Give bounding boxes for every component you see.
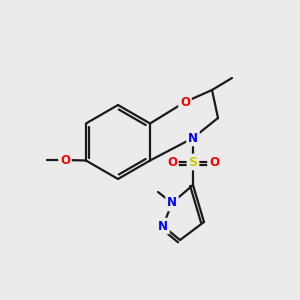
Text: O: O: [180, 95, 190, 109]
Text: O: O: [209, 155, 219, 169]
Text: N: N: [188, 131, 198, 145]
Text: N: N: [158, 220, 168, 232]
Text: O: O: [60, 154, 70, 166]
Text: N: N: [167, 196, 177, 209]
Text: O: O: [167, 155, 177, 169]
Text: S: S: [188, 155, 197, 169]
